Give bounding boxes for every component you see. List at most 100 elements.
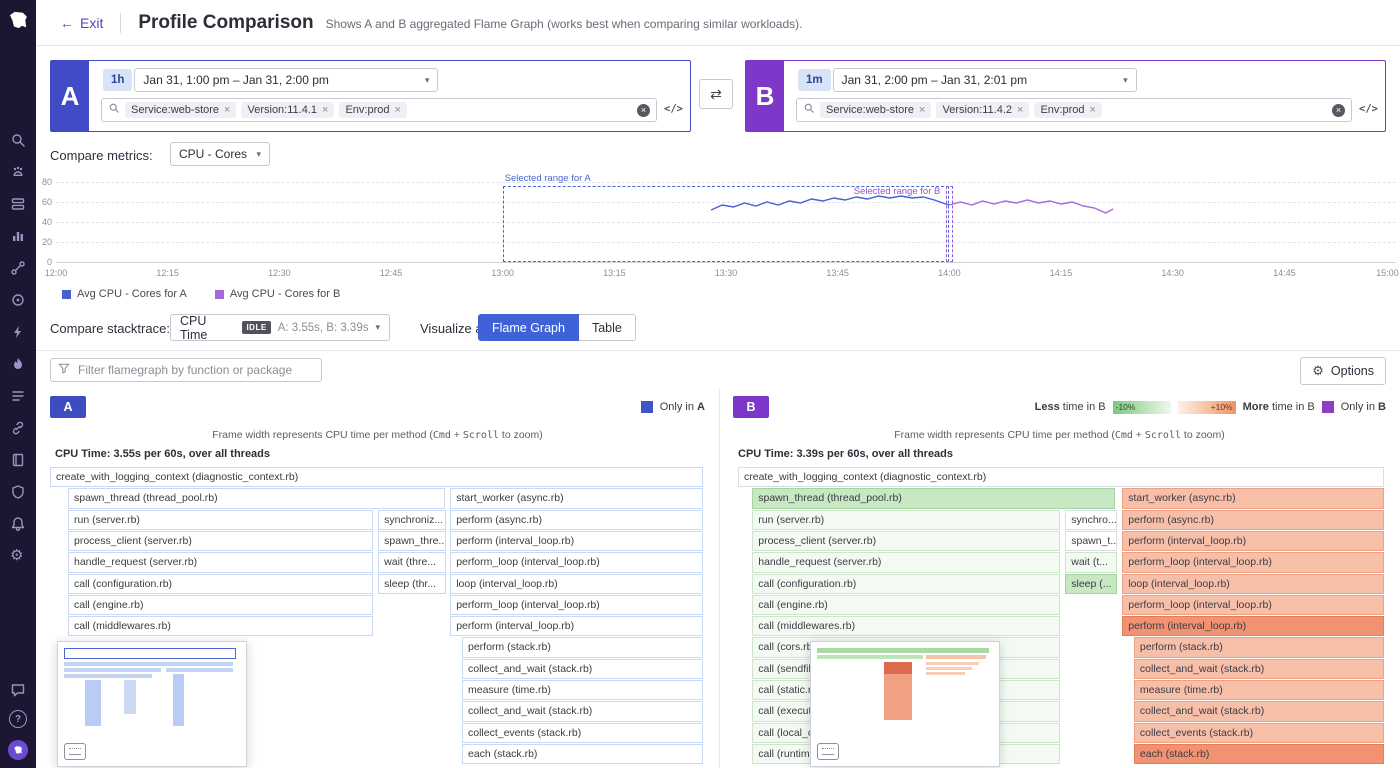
filter-pill[interactable]: Version:11.4.1 × [241,102,335,118]
flame-frame[interactable]: collect_events (stack.rb) [1133,722,1384,743]
filter-pill[interactable]: Env:prod × [339,102,407,118]
flame-frame[interactable]: synchroniz... [378,509,446,530]
flame-frame[interactable]: call (middlewares.rb) [68,616,373,637]
flame-frame[interactable]: call (configuration.rb) [68,573,373,594]
flame-frame[interactable]: start_worker (async.rb) [450,488,703,509]
flame-frame[interactable]: spawn_thread (thread_pool.rb) [752,488,1115,509]
flamegraph-filter[interactable] [50,358,322,382]
flame-frame[interactable]: handle_request (server.rb) [68,552,373,573]
minimap-a[interactable] [57,641,247,767]
flame-frame[interactable]: perform (async.rb) [1122,509,1384,530]
flame-frame[interactable]: process_client (server.rb) [68,530,373,552]
flame-frame[interactable]: perform_loop (interval_loop.rb) [450,594,703,616]
options-button[interactable]: ⚙ Options [1300,357,1386,385]
notebooks-icon[interactable] [10,452,26,468]
flame-frame[interactable]: run (server.rb) [752,509,1060,530]
flame-frame[interactable]: call (engine.rb) [68,594,373,616]
filter-search-b[interactable]: Service:web-store × Version:11.4.2 × Env:pro… [796,98,1352,122]
metric-select[interactable]: CPU - Cores ▾ [170,142,270,166]
filter-search-a[interactable]: Service:web-store × Version:11.4.1 × Env:pro… [101,98,657,122]
flame-frame[interactable]: spawn_thread (thread_pool.rb) [68,488,445,509]
flame-frame[interactable]: call (configuration.rb) [752,573,1060,594]
selected-range-a[interactable] [502,186,950,262]
filter-pill[interactable]: Version:11.4.2 × [936,102,1030,118]
flame-frame[interactable]: measure (time.rb) [1133,680,1384,701]
watchdog-icon[interactable] [10,164,26,180]
flame-frame[interactable]: collect_events (stack.rb) [461,722,703,743]
filter-pill[interactable]: Service:web-store × [820,102,932,118]
flame-frame[interactable]: each (stack.rb) [461,743,703,765]
flame-frame[interactable]: perform (interval_loop.rb) [450,616,703,637]
flame-frame[interactable]: process_client (server.rb) [752,530,1060,552]
apm-icon[interactable] [10,260,26,276]
flame-frame[interactable]: handle_request (server.rb) [752,552,1060,573]
flame-frame[interactable]: collect_and_wait (stack.rb) [1133,701,1384,722]
selected-range-b[interactable] [946,186,954,262]
ci-pipelines-icon[interactable] [10,324,26,340]
flame-frame[interactable]: perform (stack.rb) [461,637,703,658]
swap-profiles-button[interactable]: ⇄ [699,79,733,109]
flame-frame[interactable]: perform (interval_loop.rb) [1122,616,1384,637]
remove-filter-icon[interactable]: × [394,104,401,116]
flame-frame[interactable]: call (middlewares.rb) [752,616,1060,637]
search-icon[interactable] [10,132,26,148]
code-view-toggle-a[interactable]: </> [664,103,683,115]
help-icon[interactable]: ? [9,710,27,728]
stacktrace-metric-select[interactable]: CPU Time IDLE A: 3.55s, B: 3.39s ▾ [170,314,390,342]
chart-plot-area[interactable]: Selected range for A Selected range for … [56,173,1396,263]
minimap-b[interactable] [810,641,1000,767]
logs-icon[interactable] [10,388,26,404]
integrations-icon[interactable] [10,420,26,436]
table-tab[interactable]: Table [578,314,636,341]
flame-frame[interactable]: run (server.rb) [68,509,373,530]
flame-frame[interactable]: call (engine.rb) [752,594,1060,616]
settings-icon[interactable]: ⚙ [10,547,24,564]
flame-frame[interactable]: synchro... [1065,509,1117,530]
exit-link[interactable]: ← Exit [60,14,104,31]
flame-frame[interactable]: perform (interval_loop.rb) [1122,530,1384,552]
remove-filter-icon[interactable]: × [1017,104,1024,116]
flame-frame[interactable]: sleep (... [1065,573,1117,594]
flame-frame[interactable]: collect_and_wait (stack.rb) [1133,658,1384,680]
chart-legend-item[interactable]: Avg CPU - Cores for A [62,288,187,300]
flame-frame[interactable]: create_with_logging_context (diagnostic_… [738,467,1384,488]
profiling-icon[interactable] [10,356,26,372]
remove-filter-icon[interactable]: × [1089,104,1096,116]
chart-legend-item[interactable]: Avg CPU - Cores for B [214,288,340,300]
flame-frame[interactable]: perform (async.rb) [450,509,703,530]
flame-graph-tab[interactable]: Flame Graph [478,314,579,341]
flame-frame[interactable]: collect_and_wait (stack.rb) [461,658,703,680]
keyboard-shortcuts-icon[interactable] [817,743,839,760]
chat-icon[interactable] [10,682,26,698]
flamegraph-filter-input[interactable] [76,362,314,378]
dashboards-icon[interactable] [10,228,26,244]
monitors-icon[interactable] [10,516,26,532]
flame-frame[interactable]: each (stack.rb) [1133,743,1384,765]
flame-frame[interactable]: loop (interval_loop.rb) [450,573,703,594]
time-range-select-a[interactable]: Jan 31, 1:00 pm – Jan 31, 2:00 pm ▾ [134,68,439,92]
flame-frame[interactable]: perform_loop (interval_loop.rb) [1122,594,1384,616]
flame-frame[interactable]: perform_loop (interval_loop.rb) [1122,552,1384,573]
flame-frame[interactable]: sleep (thr... [378,573,446,594]
time-preset-chip-b[interactable]: 1m [798,69,831,91]
flame-frame[interactable]: spawn_t... [1065,530,1117,552]
remove-filter-icon[interactable]: × [322,104,329,116]
time-preset-chip-a[interactable]: 1h [103,69,133,91]
datadog-logo-icon[interactable] [5,7,31,33]
flame-frame[interactable]: perform (interval_loop.rb) [450,530,703,552]
keyboard-shortcuts-icon[interactable] [64,743,86,760]
remove-filter-icon[interactable]: × [224,104,231,116]
infrastructure-icon[interactable] [10,196,26,212]
security-icon[interactable] [10,484,26,500]
filter-pill[interactable]: Service:web-store × [125,102,237,118]
flame-frame[interactable]: wait (t... [1065,552,1117,573]
flame-frame[interactable]: create_with_logging_context (diagnostic_… [50,467,703,488]
flame-frame[interactable]: perform_loop (interval_loop.rb) [450,552,703,573]
flame-frame[interactable]: start_worker (async.rb) [1122,488,1384,509]
filter-pill[interactable]: Env:prod × [1034,102,1102,118]
code-view-toggle-b[interactable]: </> [1359,103,1378,115]
clear-filters-icon-b[interactable]: × [1332,103,1345,117]
flame-frame[interactable]: collect_and_wait (stack.rb) [461,701,703,722]
remove-filter-icon[interactable]: × [919,104,926,116]
flame-frame[interactable]: loop (interval_loop.rb) [1122,573,1384,594]
